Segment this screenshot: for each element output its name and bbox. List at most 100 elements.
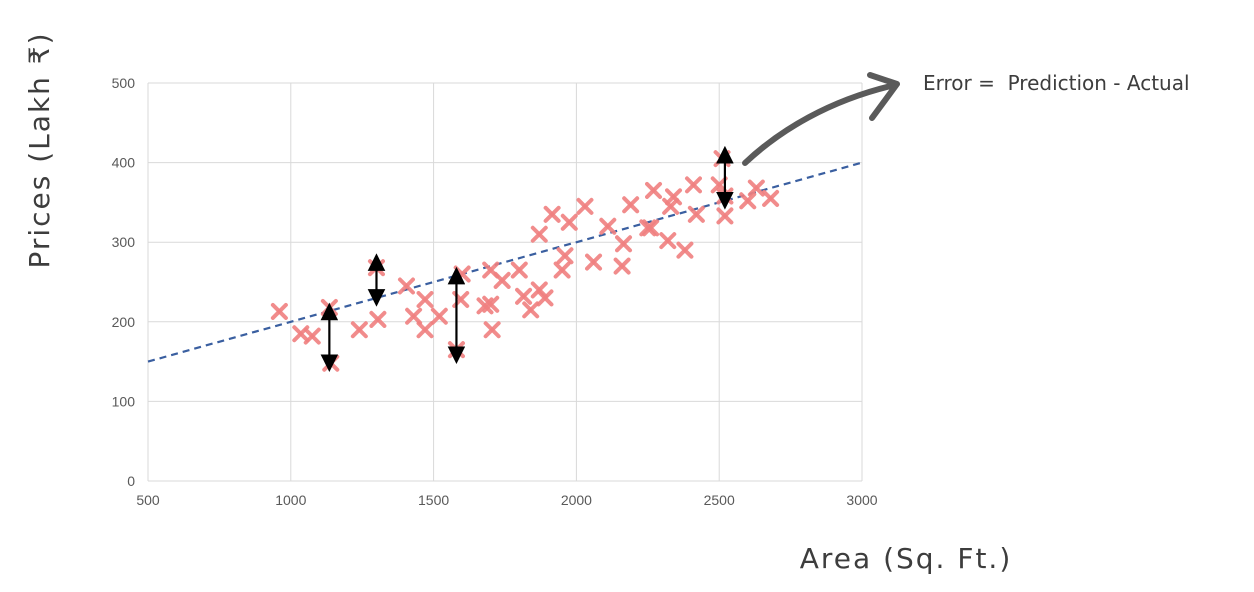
- data-point: [659, 232, 677, 250]
- data-point: [645, 181, 663, 199]
- data-point: [430, 307, 448, 325]
- data-point-stroke: [369, 310, 387, 328]
- data-point-stroke: [510, 261, 528, 279]
- data-point-stroke: [739, 192, 757, 210]
- data-point-stroke: [642, 219, 660, 237]
- tick-labels: 500 1000 1500 2000 2500 3000 0 100 200 300 400 500: [112, 75, 878, 508]
- data-point: [747, 179, 765, 197]
- data-point-stroke: [405, 307, 423, 325]
- error-arrows: [320, 145, 734, 372]
- data-point: [762, 189, 780, 207]
- data-point: [405, 307, 423, 325]
- y-tick-label: 500: [112, 75, 136, 91]
- x-tick-label: 2500: [704, 492, 735, 508]
- data-point: [642, 219, 660, 237]
- data-point: [322, 354, 340, 372]
- data-point: [553, 261, 571, 279]
- data-point-stroke: [665, 188, 683, 206]
- data-point: [369, 310, 387, 328]
- data-point-stroke: [416, 291, 434, 309]
- data-point: [739, 192, 757, 210]
- data-point-stroke: [662, 197, 680, 215]
- data-point: [676, 241, 694, 259]
- data-point-stroke: [747, 179, 765, 197]
- y-tick-label: 400: [112, 155, 136, 171]
- x-tick-label: 1000: [275, 492, 306, 508]
- y-tick-label: 0: [127, 473, 135, 489]
- data-point-stroke: [684, 176, 702, 194]
- data-point: [622, 196, 640, 214]
- data-point-stroke: [716, 207, 734, 225]
- data-point-stroke: [430, 307, 448, 325]
- y-axis-label: Prices (Lakh ₹): [23, 31, 56, 268]
- grid: [147, 82, 863, 482]
- data-point-stroke: [303, 327, 321, 345]
- data-point-stroke: [530, 225, 548, 243]
- data-point: [483, 321, 501, 339]
- data-point-stroke: [762, 189, 780, 207]
- data-point: [560, 213, 578, 231]
- data-point-stroke: [687, 205, 705, 223]
- data-point: [493, 271, 511, 289]
- data-point-stroke: [613, 257, 631, 275]
- data-point-stroke: [585, 253, 603, 271]
- data-point-stroke: [482, 295, 500, 313]
- data-point-stroke: [676, 241, 694, 259]
- data-point: [665, 188, 683, 206]
- data-point-stroke: [645, 181, 663, 199]
- data-point: [713, 150, 731, 168]
- data-point-stroke: [659, 232, 677, 250]
- data-point: [416, 321, 434, 339]
- data-point: [515, 287, 533, 305]
- data-point: [270, 302, 288, 320]
- data-point: [556, 247, 574, 265]
- data-point: [613, 257, 631, 275]
- data-point-stroke: [576, 197, 594, 215]
- data-point: [397, 277, 415, 295]
- data-point-stroke: [522, 301, 540, 319]
- data-point: [684, 176, 702, 194]
- x-tick-label: 3000: [846, 492, 877, 508]
- data-point: [522, 301, 540, 319]
- data-point-stroke: [615, 235, 633, 253]
- data-point: [599, 217, 617, 235]
- data-point: [510, 261, 528, 279]
- x-tick-label: 1500: [418, 492, 449, 508]
- data-point-stroke: [483, 321, 501, 339]
- data-point-stroke: [543, 205, 561, 223]
- data-point: [576, 197, 594, 215]
- data-point-stroke: [560, 213, 578, 231]
- data-point: [416, 291, 434, 309]
- data-point-stroke: [553, 261, 571, 279]
- data-point-stroke: [515, 287, 533, 305]
- data-point-stroke: [639, 219, 657, 237]
- data-point-stroke: [622, 196, 640, 214]
- data-point: [615, 235, 633, 253]
- x-tick-label: 2000: [561, 492, 592, 508]
- data-point: [716, 207, 734, 225]
- data-point: [687, 205, 705, 223]
- y-tick-label: 300: [112, 234, 136, 250]
- y-tick-label: 200: [112, 314, 136, 330]
- data-point-stroke: [350, 321, 368, 339]
- data-point: [303, 327, 321, 345]
- data-point: [536, 289, 554, 307]
- data-point-stroke: [493, 271, 511, 289]
- data-point: [482, 295, 500, 313]
- data-point-stroke: [536, 289, 554, 307]
- data-point: [585, 253, 603, 271]
- data-point: [639, 219, 657, 237]
- data-point-stroke: [482, 261, 500, 279]
- data-point: [530, 225, 548, 243]
- data-point-stroke: [556, 247, 574, 265]
- data-point-stroke: [397, 277, 415, 295]
- data-point: [453, 265, 471, 283]
- data-point-stroke: [599, 217, 617, 235]
- x-axis-label: Area (Sq. Ft.): [800, 542, 1013, 575]
- data-point: [543, 205, 561, 223]
- annotation-arrow-head: [867, 72, 900, 121]
- x-tick-label: 500: [136, 492, 160, 508]
- annotation-arrow-curve: [742, 82, 898, 166]
- data-point: [350, 321, 368, 339]
